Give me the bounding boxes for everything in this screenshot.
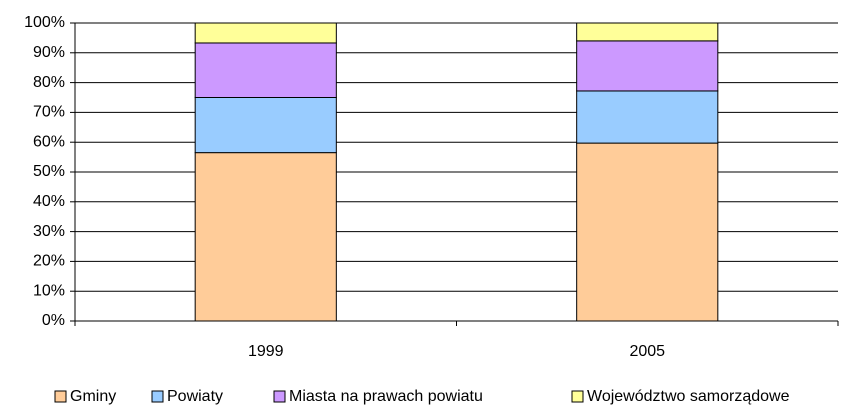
legend-label: Miasta na prawach powiatu — [289, 388, 483, 405]
y-tick-label: 50% — [33, 163, 65, 180]
y-tick-label: 90% — [33, 44, 65, 61]
bar-segment — [194, 97, 337, 154]
x-tick-label: 1999 — [248, 343, 284, 360]
bar-segment — [194, 42, 337, 98]
bar-segment — [576, 40, 719, 92]
legend-swatch — [151, 390, 164, 403]
bar-segment — [194, 152, 337, 322]
bar-segment — [576, 22, 719, 42]
x-tick-label: 2005 — [629, 343, 665, 360]
legend-swatch — [273, 390, 286, 403]
y-tick-label: 20% — [33, 253, 65, 270]
y-tick-label: 0% — [42, 312, 65, 329]
y-tick-label: 100% — [24, 14, 65, 31]
y-tick-label: 80% — [33, 74, 65, 91]
y-tick-label: 10% — [33, 282, 65, 299]
y-tick-label: 30% — [33, 223, 65, 240]
legend-label: Gminy — [70, 388, 116, 405]
bar-segment — [576, 90, 719, 144]
bar-segment — [194, 22, 337, 44]
legend-label: Powiaty — [167, 388, 223, 405]
y-tick-label: 60% — [33, 133, 65, 150]
legend-swatch — [571, 390, 584, 403]
legend-swatch — [54, 390, 67, 403]
legend-label: Województwo samorządowe — [587, 388, 790, 405]
bar-segment — [576, 142, 719, 322]
y-tick-label: 70% — [33, 104, 65, 121]
y-tick-label: 40% — [33, 193, 65, 210]
